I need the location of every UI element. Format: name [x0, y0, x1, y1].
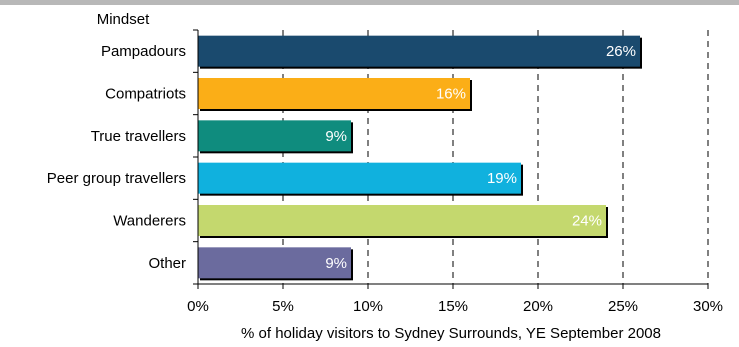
x-tick-label: 0% [187, 298, 209, 315]
category-label: Peer group travellers [47, 170, 186, 187]
bar [198, 247, 351, 279]
bars: 26% 16% 9% 19% 24% 9% [198, 35, 642, 281]
x-axis-title: % of holiday visitors to Sydney Surround… [241, 325, 661, 342]
x-tick-label: 15% [438, 298, 468, 315]
bar [198, 205, 606, 236]
bar-value-label: 19% [487, 170, 517, 187]
grid-lines [282, 30, 709, 284]
bar-value-label: 9% [325, 255, 347, 272]
bar-value-label: 26% [606, 43, 636, 60]
bar-value-label: 9% [325, 128, 347, 145]
x-tick-label: 30% [693, 298, 723, 315]
bar-value-label: 16% [436, 86, 466, 103]
x-tick-label: 5% [272, 298, 294, 315]
x-tick-label: 25% [608, 298, 638, 315]
category-axis-title: Mindset [97, 11, 150, 28]
category-label: Pampadours [101, 43, 186, 60]
bar [198, 78, 470, 109]
top-rule [0, 0, 739, 5]
bar [198, 35, 640, 67]
category-label: Compatriots [105, 86, 186, 103]
axes: Pampadours Compatriots True travellers Peer… [47, 29, 723, 315]
category-label: Wanderers [113, 213, 186, 230]
bar-value-label: 24% [572, 213, 602, 230]
bar [198, 120, 351, 152]
category-label: Other [148, 255, 186, 272]
x-tick-label: 20% [523, 298, 553, 315]
x-tick-label: 10% [353, 298, 383, 315]
category-label: True travellers [91, 128, 186, 145]
bar [198, 162, 521, 194]
